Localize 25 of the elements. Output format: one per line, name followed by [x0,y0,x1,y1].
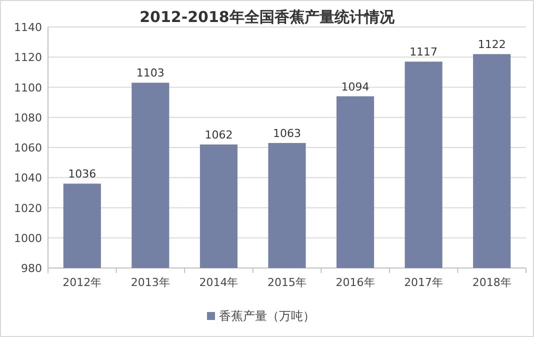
y-tick-label: 980 [21,262,42,275]
x-tick-label: 2012年 [62,276,102,289]
y-tick-label: 1020 [14,202,42,215]
x-tick-label: 2015年 [268,276,306,289]
x-tick-label: 2016年 [336,276,375,289]
y-tick-label: 1040 [14,172,42,185]
y-tick-label: 1120 [14,51,42,64]
x-tick-label: 2013年 [130,276,170,289]
x-tick-label: 2018年 [472,276,512,289]
y-tick-label: 1060 [14,142,42,154]
y-tick-label: 1000 [14,232,42,245]
x-tick-label: 2014年 [199,276,238,289]
x-tick-label: 2017年 [404,276,444,289]
data-label: 1117 [410,46,438,59]
y-tick-label: 1100 [14,81,42,94]
legend-label: 香蕉产量（万吨） [219,309,315,323]
y-tick-label: 1140 [14,21,42,34]
data-label: 1122 [478,38,506,52]
data-label: 1103 [136,66,164,80]
data-label: 1062 [204,128,233,142]
data-label: 1094 [341,80,370,94]
data-label: 1036 [68,168,96,181]
y-tick-label: 1080 [14,111,42,124]
chart-title: 2012-2018年全国香蕉产量统计情况 [140,8,396,26]
data-label: 1063 [273,126,301,140]
